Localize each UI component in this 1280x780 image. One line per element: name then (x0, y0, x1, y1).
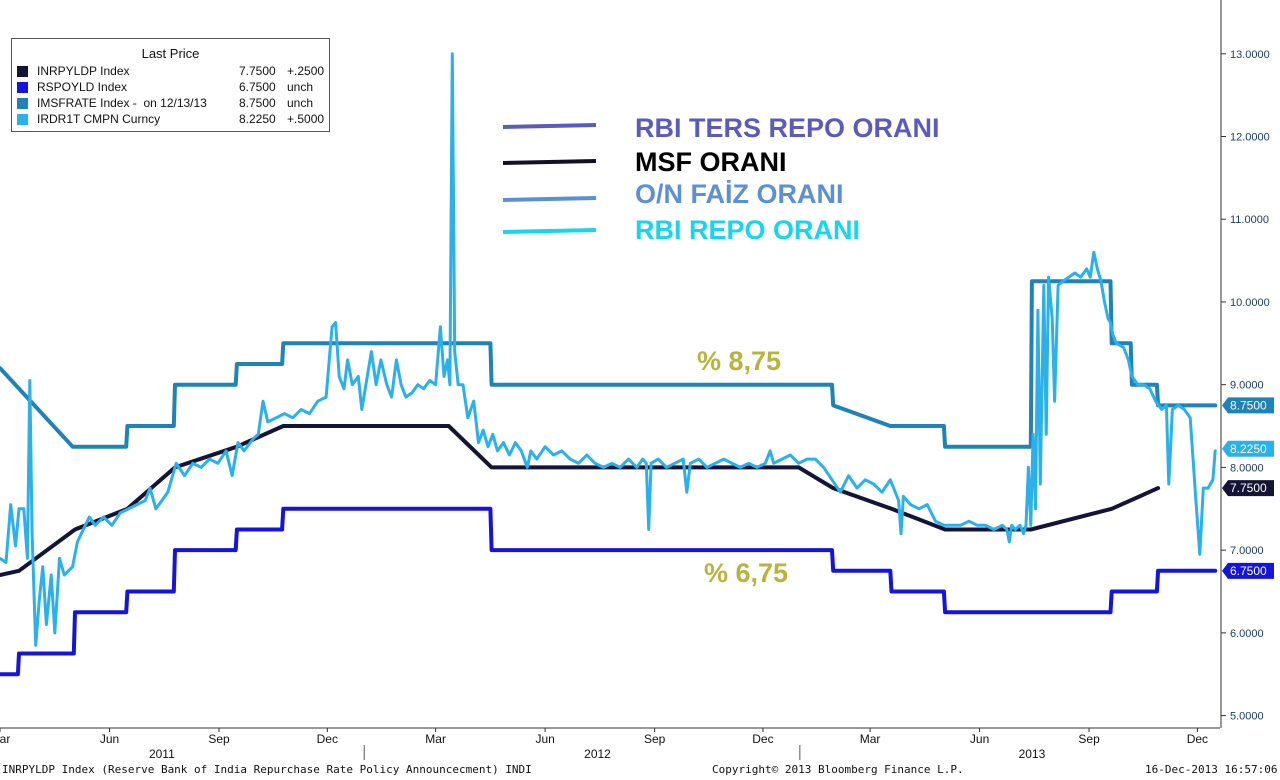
annotation-label-ters-repo: RBI TERS REPO ORANI (635, 113, 940, 143)
value-tag-label: 6.7500 (1230, 564, 1267, 578)
annotation-swatch-msf (502, 159, 597, 165)
annotations: RBI TERS REPO ORANI MSF ORANI O/N FAİZ O… (502, 113, 940, 588)
legend-item-change: unch (287, 96, 314, 110)
legend-item-change: +.2500 (287, 64, 325, 78)
annotation-label-msf: MSF ORANI (635, 147, 787, 177)
legend: Last Price INRPYLDP Index 7.7500 +.2500 … (11, 38, 330, 132)
legend-title: Last Price (141, 46, 200, 61)
legend-swatch (17, 98, 28, 109)
annotation-label-on-faiz: O/N FAİZ ORANI (635, 179, 844, 209)
annotation-swatch-ters-repo (502, 123, 597, 129)
value-tag-label: 8.2250 (1230, 442, 1267, 456)
annotation-swatch-repo (502, 228, 597, 234)
y-tick-label: 11.0000 (1230, 214, 1269, 226)
legend-item-change: +.5000 (287, 112, 325, 126)
legend-swatch (17, 82, 28, 93)
annotation-label-repo: RBI REPO ORANI (635, 215, 860, 245)
value-tag-bg (1222, 440, 1274, 457)
level-label-high: % 8,75 (697, 346, 781, 376)
annotation-swatch-on-faiz (502, 196, 597, 202)
level-label-low: % 6,75 (704, 558, 788, 588)
value-tags: 8.7500 8.2250 7.7500 6.7500 (1222, 397, 1274, 579)
x-tick-label: Dec (317, 732, 338, 746)
x-tick-label: Sep (208, 732, 230, 746)
x-year-label: 2012 (584, 747, 611, 761)
value-tag-bg (1222, 397, 1274, 414)
legend-item-irdr1t: IRDR1T CMPN Curncy 8.2250 +.5000 (17, 111, 327, 127)
legend-swatch (17, 66, 28, 77)
x-tick-label: Sep (644, 732, 666, 746)
legend-swatch (17, 114, 28, 125)
x-tick-label: Mar (0, 732, 10, 746)
legend-item-price: 7.7500 (239, 64, 276, 78)
legend-item-price: 8.2250 (239, 112, 276, 126)
legend-item-inrpyldp: INRPYLDP Index 7.7500 +.2500 (17, 63, 327, 79)
y-tick-label: 13.0000 (1230, 49, 1270, 61)
series-line-0 (0, 279, 1218, 449)
x-year-label: 2013 (1019, 747, 1046, 761)
footer-copyright: Copyright© 2013 Bloomberg Finance L.P. (712, 763, 964, 776)
y-axis: 5.0000 6.0000 7.0000 8.0000 9.0000 10.0000 11.… (1220, 0, 1270, 728)
legend-item-price: 6.7500 (239, 80, 276, 94)
x-tick-label: Mar (860, 732, 881, 746)
x-year-label: 2011 (149, 747, 175, 761)
y-tick-label: 6.0000 (1230, 628, 1264, 640)
value-tag-bg (1222, 480, 1274, 497)
legend-item-change: unch (287, 80, 314, 94)
y-tick-label: 9.0000 (1230, 380, 1264, 392)
legend-item-name: IRDR1T CMPN Curncy (37, 112, 161, 126)
y-tick-label: 7.0000 (1230, 545, 1264, 557)
x-tick-label: Dec (752, 732, 773, 746)
y-tick-label: 10.0000 (1230, 297, 1270, 309)
legend-item-imsfrate: IMSFRATE Index - on 12/13/13 8.7500 unch (17, 95, 327, 111)
value-tag-label: 8.7500 (1230, 398, 1267, 412)
value-tag-bg (1222, 562, 1274, 579)
x-tick-label: Jun (100, 732, 119, 746)
legend-item-rspoyld: RSPOYLD Index 6.7500 unch (17, 79, 327, 95)
value-tag-label: 7.7500 (1230, 481, 1267, 495)
legend-item-name: INRPYLDP Index (37, 64, 130, 78)
legend-item-price: 8.7500 (239, 96, 276, 110)
legend-item-name: RSPOYLD Index (37, 80, 128, 94)
legend-item-name: IMSFRATE Index - on 12/13/13 (37, 96, 207, 110)
x-tick-label: Jun (970, 732, 989, 746)
x-tick-label: Mar (425, 732, 446, 746)
footer-timestamp: 16-Dec-2013 16:57:06 (1145, 763, 1278, 776)
y-tick-label: 12.0000 (1230, 132, 1270, 144)
series-line-3 (0, 52, 1217, 647)
x-tick-label: Dec (1187, 732, 1208, 746)
y-tick-label: 5.0000 (1230, 711, 1264, 723)
series-layer (0, 52, 1218, 677)
x-tick-label: Sep (1078, 732, 1100, 746)
y-tick-label: 8.0000 (1230, 462, 1264, 474)
footer-description: INRPYLDP Index (Reserve Bank of India Re… (2, 763, 532, 776)
x-axis: Mar Jun Sep Dec Mar Jun Sep Dec Mar Jun Sep Dec 2011… (0, 727, 1220, 761)
series-line-2 (0, 506, 1218, 677)
x-tick-label: Jun (535, 732, 554, 746)
